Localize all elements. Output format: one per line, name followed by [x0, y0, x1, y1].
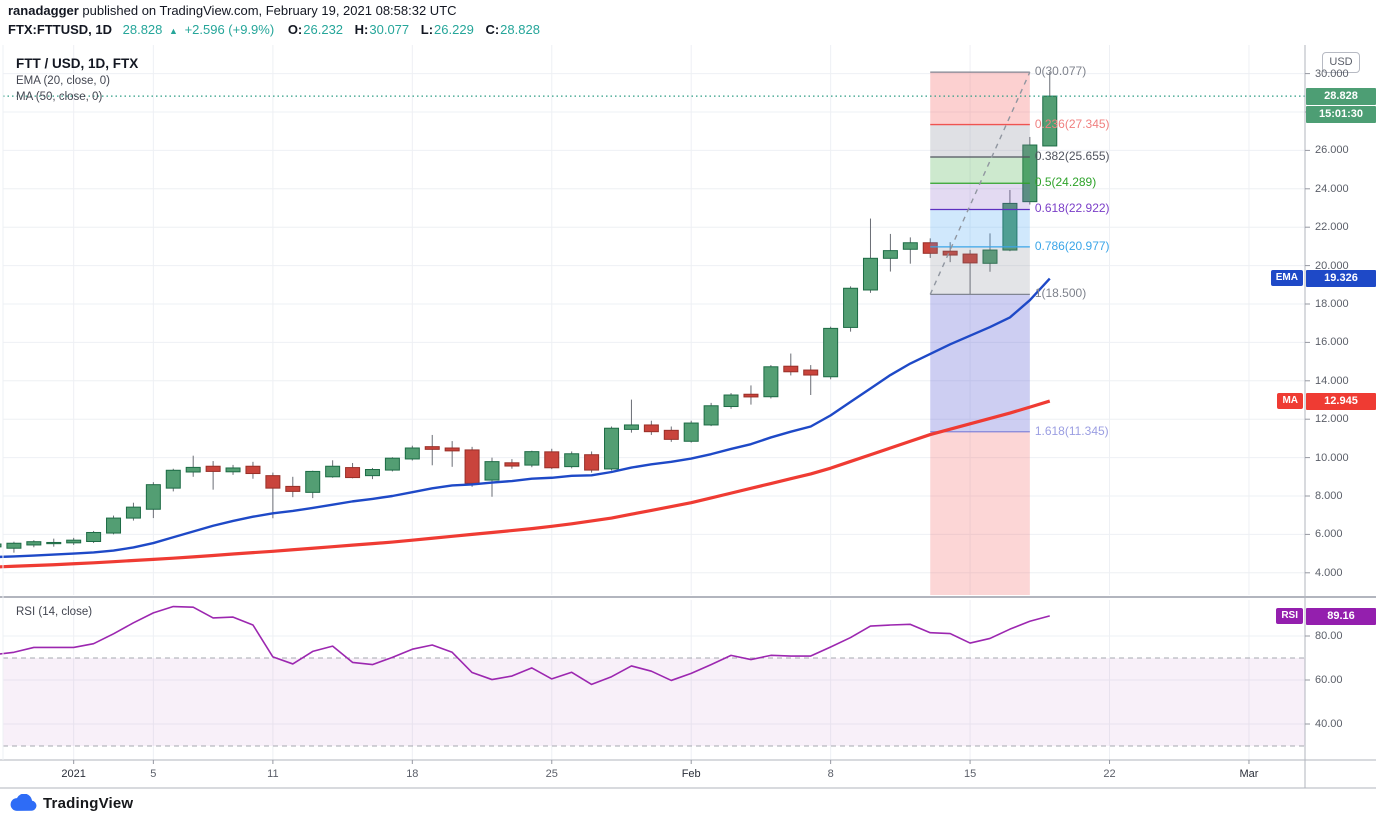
- candle-body: [185, 466, 201, 473]
- rsi-line[interactable]: [0, 605, 1050, 686]
- fib-band-extension: [930, 431, 1030, 595]
- close-value: 28.828: [500, 22, 540, 37]
- candle-body: [922, 242, 938, 254]
- candle-body: [982, 249, 998, 264]
- candle-body: [106, 517, 122, 534]
- candle-body: [1042, 95, 1058, 147]
- candle-body: [265, 475, 281, 489]
- candle-body: [26, 541, 42, 546]
- price-change: +2.596 (+9.9%): [184, 22, 275, 37]
- fib-band: [930, 183, 1030, 210]
- candle-body: [0, 543, 2, 548]
- candle-body: [623, 424, 639, 430]
- candle-body: [783, 365, 799, 373]
- high-label: H:: [354, 22, 369, 37]
- candle-body: [703, 405, 719, 426]
- candle-body: [803, 369, 819, 376]
- high-value: 30.077: [369, 22, 410, 37]
- candle-body: [464, 449, 480, 484]
- fib-band: [930, 209, 1030, 247]
- fib-band: [930, 72, 1030, 125]
- candle-body: [245, 465, 261, 475]
- candle-body: [165, 469, 181, 489]
- candle-body: [86, 531, 102, 543]
- candle-body: [544, 451, 560, 469]
- candle-body: [364, 469, 380, 477]
- open-label: O:: [287, 22, 303, 37]
- candle-body: [404, 447, 420, 460]
- up-arrow-icon: ▲: [169, 26, 178, 36]
- candle-body: [46, 541, 62, 545]
- ema-line[interactable]: [0, 277, 1051, 559]
- ma-line[interactable]: [0, 399, 1051, 569]
- symbol-name[interactable]: FTX:FTTUSD, 1D: [8, 22, 112, 37]
- candle-body: [823, 327, 839, 378]
- candle-body: [424, 446, 440, 450]
- candle-body: [843, 287, 859, 328]
- candle-body: [683, 422, 699, 442]
- last-price: 28.828: [122, 22, 163, 37]
- byline: ranadagger published on TradingView.com,…: [8, 3, 548, 18]
- candle-body: [305, 470, 321, 493]
- candle-body: [225, 467, 241, 473]
- byline-username: ranadagger: [8, 3, 79, 18]
- quote-row: FTX:FTTUSD, 1D 28.828 ▲ +2.596 (+9.9%) O…: [8, 22, 548, 37]
- candle-body: [504, 462, 520, 467]
- candle-body: [384, 457, 400, 471]
- candle-body: [723, 394, 739, 408]
- low-value: 26.229: [434, 22, 474, 37]
- candle-body: [862, 257, 878, 291]
- candle-body: [325, 465, 341, 478]
- candle-body: [524, 451, 540, 466]
- candle-body: [285, 485, 301, 492]
- candle-body: [743, 393, 759, 398]
- candle-body: [444, 447, 460, 452]
- fib-band: [930, 124, 1030, 158]
- candle-body: [484, 461, 500, 481]
- candle-body: [962, 253, 978, 264]
- candle-body: [942, 250, 958, 256]
- candle-body: [1022, 144, 1038, 203]
- fib-trendline[interactable]: [929, 71, 1031, 295]
- low-label: L:: [420, 22, 434, 37]
- candle-body: [125, 506, 141, 519]
- candle-body: [1002, 202, 1018, 251]
- candle-body: [902, 242, 918, 250]
- fib-band: [930, 157, 1030, 184]
- candle-body: [564, 453, 580, 468]
- candle-body: [6, 542, 22, 549]
- candle-body: [584, 454, 600, 471]
- close-label: C:: [485, 22, 500, 37]
- candle-body: [663, 429, 679, 440]
- candle-body: [345, 467, 361, 479]
- candle-body: [643, 424, 659, 433]
- candle-body: [205, 465, 221, 472]
- candle-body: [66, 539, 82, 544]
- byline-text: published on TradingView.com, February 1…: [78, 3, 457, 18]
- header: ranadagger published on TradingView.com,…: [8, 3, 548, 37]
- candle-body: [145, 484, 161, 510]
- fib-band: [930, 294, 1030, 432]
- candle-body: [604, 427, 620, 470]
- candle-body: [763, 366, 779, 398]
- candle-body: [882, 250, 898, 259]
- open-value: 26.232: [303, 22, 344, 37]
- rsi-band: [3, 658, 1305, 746]
- fib-band: [930, 246, 1030, 295]
